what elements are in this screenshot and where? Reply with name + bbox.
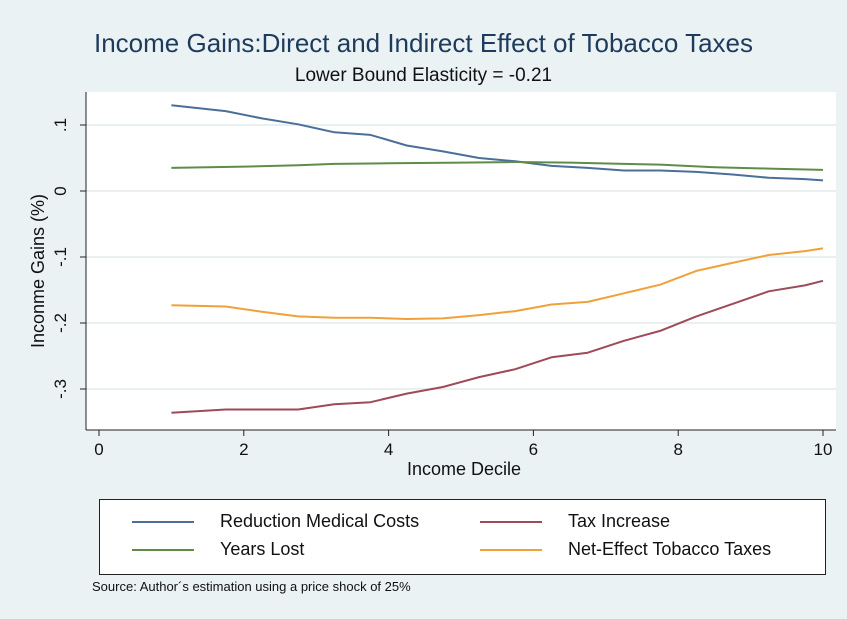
legend-item-reduction-medical-costs: Reduction Medical Costs (132, 511, 419, 532)
legend-item-years-lost: Years Lost (132, 539, 304, 560)
x-axis-title: Income Decile (407, 459, 521, 479)
y-tick-label: .1 (51, 118, 70, 132)
y-tick-label: -.1 (51, 247, 70, 267)
series-line-tax-increase (171, 279, 824, 414)
y-axis-title: Inconme Gains (%) (28, 194, 48, 348)
x-tick-label: 2 (239, 440, 248, 459)
legend-swatch (480, 548, 542, 551)
legend-item-tax-increase: Tax Increase (480, 511, 670, 532)
legend-item-net-effect: Net-Effect Tobacco Taxes (480, 539, 771, 560)
legend: Reduction Medical Costs Tax Increase Yea… (99, 499, 826, 575)
x-tick-label: 0 (94, 440, 103, 459)
series-line-years-lost (171, 161, 824, 171)
legend-swatch (480, 520, 542, 523)
chart-title: Income Gains:Direct and Indirect Effect … (93, 28, 753, 58)
legend-label: Years Lost (220, 539, 305, 559)
x-tick-label: 4 (384, 440, 393, 459)
y-tick-label: -.2 (51, 313, 70, 333)
y-tick-label: 0 (51, 186, 70, 195)
legend-swatch (132, 548, 194, 551)
x-tick-label: 10 (814, 440, 833, 459)
legend-label: Tax Increase (568, 511, 671, 531)
legend-label: Reduction Medical Costs (220, 511, 420, 531)
chart-subtitle: Lower Bound Elasticity = -0.21 (294, 65, 553, 86)
legend-label: Net-Effect Tobacco Taxes (568, 539, 772, 559)
x-tick-label: 8 (673, 440, 682, 459)
plot-background (86, 92, 836, 430)
legend-swatch (132, 520, 194, 523)
x-tick-label: 6 (529, 440, 538, 459)
y-tick-label: -.3 (51, 379, 70, 399)
series-line-net-effect-tobacco-taxes (171, 247, 824, 320)
source-note: Source: Author´s estimation using a pric… (92, 579, 411, 594)
